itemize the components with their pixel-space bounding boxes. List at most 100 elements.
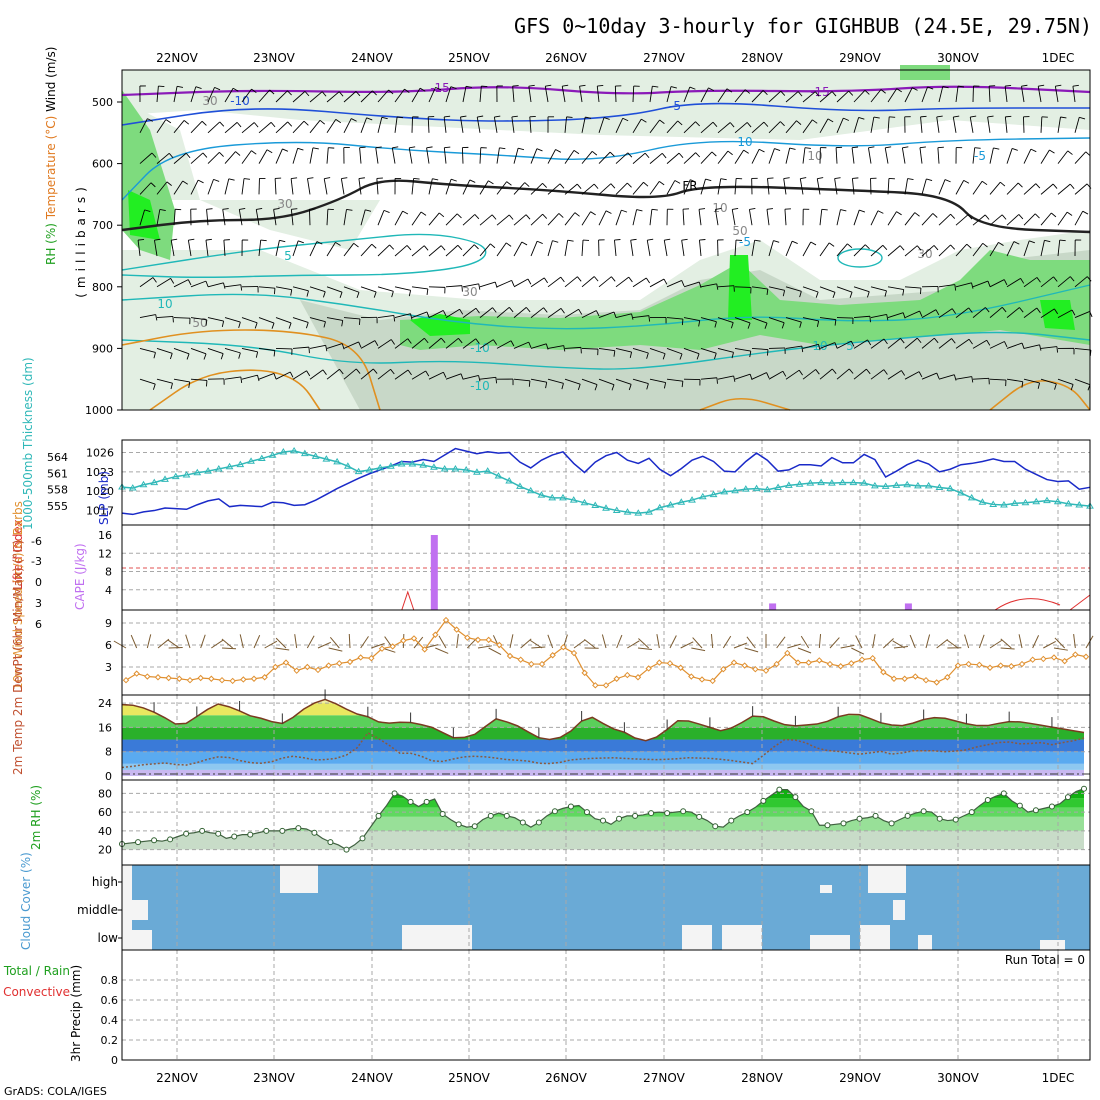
wind-barb [936,115,943,118]
wind-barb [139,152,153,164]
wind-barb [496,340,512,349]
thickness-point [537,491,546,498]
wind-barb [326,343,343,349]
wind-barb [955,243,968,257]
wind-barb [749,351,752,358]
cape-tick-label: 12 [98,547,112,560]
wind-barb [628,384,632,391]
wind-barb [768,90,782,103]
wind-barb [408,147,413,164]
wind-barb [1040,308,1055,318]
wind-barb [981,180,988,186]
lifted-index-axis-label: Lifted Index [11,519,25,590]
wind10-point [613,675,620,682]
wind-barb [674,180,681,184]
wind-barb [512,85,519,87]
wind-barb [290,209,294,226]
wind-barb [754,239,761,242]
precip-convective-label: Convective [3,985,70,999]
thickness-point [451,464,460,472]
temperature-label: Temperature (°C) [44,112,58,220]
thickness-point [214,464,223,472]
wind-barb [716,377,718,384]
wind-barb [666,317,683,320]
wind-barb [326,147,329,164]
wind-barb [156,209,161,226]
wind-barb [848,368,854,374]
wind10-point [1072,651,1079,658]
wind-barb [1023,240,1030,257]
bottom-date-label: 27NOV [643,1071,685,1085]
wind-barb [411,116,413,133]
wind-barb [968,307,973,313]
wind-barb [767,178,770,195]
wind-barb [632,152,646,164]
wind-barb [462,283,479,288]
wind-barb [1023,148,1032,164]
wind-barb [543,307,548,313]
rh2m-point [439,811,446,817]
wind-barb [271,322,275,329]
wind10-point [389,643,396,650]
wind-barb [394,210,404,226]
wind-barb [785,286,802,292]
wind-barb [944,179,951,183]
wind-barb [967,214,973,220]
wind-barb [326,209,329,226]
wind-barb [666,378,683,382]
cloud-level-label: high [92,875,118,889]
wind-barb [957,85,965,88]
wind-barb [919,147,923,164]
rh2m-point [1000,790,1007,797]
rh2m-point [936,815,943,822]
wind-barb [1037,382,1041,389]
wind-barb [375,146,382,149]
wind-barb [139,182,152,195]
wind-barb [156,86,159,103]
thickness-point [408,460,417,467]
cape-bar [904,603,912,610]
precip-tick-label: 0.4 [101,1014,119,1027]
wind10-barb [638,638,650,649]
wind-barb [307,178,311,195]
wind10-barb [893,646,908,649]
wind-barb [138,238,145,241]
wind-barb [564,378,581,385]
wind-barb [528,84,535,87]
wind10-barb [113,640,127,649]
wind-barb [791,240,798,244]
wind-barb [207,317,224,322]
wind-barb [440,245,446,251]
wind-barb [648,315,651,322]
thickness-point [494,472,503,479]
wind-barb [341,343,345,350]
wind-barb [292,370,307,380]
rh-contour-label: 10 [712,201,727,215]
wind-barb [984,214,990,220]
wind10-barb [851,647,865,655]
top-date-label: 25NOV [448,51,490,65]
wind-barb [802,241,812,257]
wind10-point [496,641,503,649]
top-date-label: 28NOV [741,51,783,65]
wind-barb [156,315,173,319]
thickness-point [548,493,557,501]
wind-barb [762,90,768,95]
wind-barb [530,277,545,288]
wind10-point [1029,656,1036,663]
wind-barb [536,148,543,152]
wind-barb [525,307,531,313]
precip-tick-label: 0.8 [101,974,119,987]
wind-barb [952,116,957,133]
wind-barb [275,240,280,257]
wind10-barb [882,638,894,649]
wind-barb [258,149,268,164]
wind10-point [400,637,407,644]
wind-barb [309,286,326,293]
bottom-date-label: 25NOV [448,1071,490,1085]
wind-barb [273,350,276,357]
wind-barb [473,244,479,250]
wind-barb [258,89,270,103]
wind-barb [155,314,158,321]
thickness-point [1043,496,1051,504]
